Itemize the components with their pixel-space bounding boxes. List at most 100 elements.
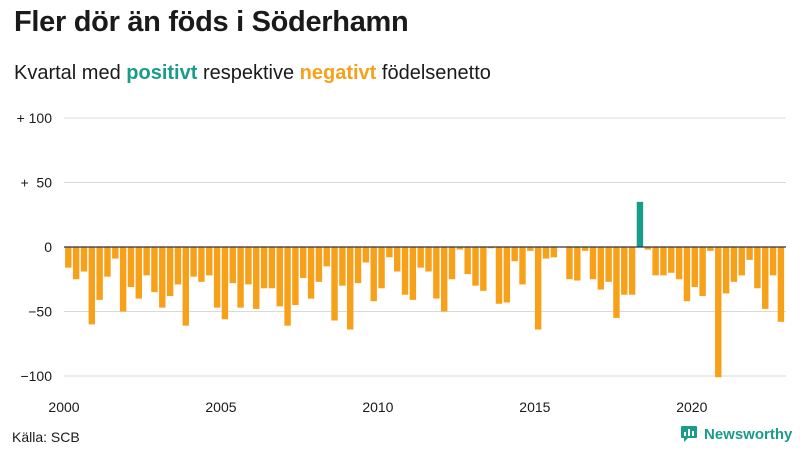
bar-2005-Q1 (221, 247, 229, 320)
bar-2006-Q2 (260, 247, 268, 289)
bar-2020-Q3 (707, 247, 714, 251)
bar-2018-Q3 (644, 247, 651, 250)
bar-2016-Q4 (589, 247, 597, 280)
bar-2001-Q2 (104, 247, 111, 277)
bar-2017-Q4 (621, 247, 628, 295)
bar-2002-Q2 (135, 247, 142, 299)
bar-2011-Q1 (409, 247, 417, 300)
bar-2014-Q4 (527, 247, 534, 251)
bar-2000-Q3 (80, 247, 88, 272)
bar-2018-Q1 (628, 247, 636, 295)
bar-2015-Q1 (534, 247, 542, 330)
bar-2021-Q2 (730, 247, 738, 282)
bar-2019-Q4 (683, 247, 691, 302)
bar-2006-Q3 (268, 247, 276, 289)
bar-2011-Q4 (433, 247, 440, 299)
subtitle-negative-keyword: negativt (299, 62, 377, 84)
bar-2013-Q4 (495, 247, 503, 304)
subtitle-suffix: födelsenetto (376, 62, 491, 84)
bar-2021-Q3 (738, 247, 745, 276)
bar-2021-Q1 (722, 247, 730, 294)
bar-2008-Q1 (315, 247, 323, 282)
bar-2015-Q3 (550, 247, 558, 258)
bar-2022-Q1 (754, 247, 761, 289)
bar-2018-Q4 (652, 247, 659, 276)
bar-2008-Q2 (323, 247, 330, 267)
bar-2000-Q4 (88, 247, 96, 325)
y-tick-label: + 50 (20, 175, 52, 191)
bar-2009-Q2 (354, 247, 362, 284)
bar-2020-Q2 (699, 247, 706, 297)
bar-2007-Q3 (300, 247, 307, 278)
bar-2022-Q3 (769, 247, 777, 276)
y-tick-label: + 100 (17, 110, 53, 126)
bar-2019-Q2 (668, 247, 675, 273)
y-tick-label: −50 (28, 304, 52, 320)
bar-2003-Q1 (159, 247, 166, 308)
bar-2012-Q1 (440, 247, 448, 312)
bar-2017-Q3 (613, 247, 620, 318)
bar-2016-Q2 (574, 247, 581, 281)
bar-2010-Q1 (378, 247, 385, 289)
bar-2010-Q2 (386, 247, 393, 258)
x-axis-tick-labels: 2000 2005 2010 2015 2020 (48, 399, 707, 415)
bar-2012-Q2 (448, 247, 456, 280)
brand-logo[interactable]: Newsworthy (680, 425, 792, 443)
bar-2003-Q2 (166, 247, 174, 297)
bar-2001-Q4 (119, 247, 127, 312)
x-tick-label: 2000 (48, 399, 79, 415)
x-tick-label: 2005 (205, 399, 236, 415)
newsworthy-chart-bubble-icon (681, 426, 697, 442)
bars (65, 201, 785, 378)
bar-2011-Q2 (417, 247, 424, 268)
x-tick-label: 2010 (362, 399, 393, 415)
bar-2022-Q2 (762, 247, 769, 309)
brand-name: Newsworthy (704, 425, 793, 443)
bar-2014-Q1 (503, 247, 511, 303)
y-axis-tick-labels: + 100 + 50 0 −50 −100 (17, 110, 53, 384)
bar-2002-Q4 (151, 247, 158, 293)
bar-2008-Q4 (339, 247, 346, 286)
source-credit: Källa: SCB (12, 429, 80, 445)
bar-2015-Q2 (542, 247, 550, 259)
bar-2002-Q1 (127, 247, 135, 287)
bar-2011-Q3 (425, 247, 432, 272)
bar-2003-Q3 (174, 247, 182, 285)
bar-2012-Q4 (464, 247, 471, 275)
subtitle-positive-keyword: positivt (126, 62, 198, 84)
bar-2003-Q4 (182, 247, 189, 326)
x-tick-label: 2015 (519, 399, 550, 415)
bar-2004-Q3 (206, 247, 213, 276)
bar-2004-Q4 (213, 247, 221, 308)
subtitle-middle: respektive (197, 62, 300, 84)
bar-2010-Q3 (393, 247, 401, 272)
bar-2004-Q2 (198, 247, 205, 282)
bar-2021-Q4 (746, 247, 753, 260)
bar-2009-Q4 (370, 247, 377, 302)
bar-2006-Q1 (253, 247, 260, 309)
bar-2013-Q3 (487, 247, 495, 249)
bar-2014-Q3 (519, 247, 526, 285)
bar-2013-Q1 (472, 247, 479, 286)
bar-2019-Q3 (675, 247, 683, 280)
bar-2009-Q3 (362, 247, 370, 263)
y-tick-label: 0 (44, 239, 52, 255)
bar-2000-Q1 (65, 247, 72, 268)
bar-2007-Q1 (284, 247, 291, 326)
bar-2016-Q1 (566, 247, 573, 280)
y-tick-label: −100 (20, 368, 52, 384)
bar-2005-Q4 (245, 247, 252, 285)
bar-2020-Q1 (691, 247, 698, 287)
bar-2019-Q1 (660, 247, 667, 276)
bar-2004-Q1 (190, 247, 197, 277)
x-tick-label: 2020 (676, 399, 707, 415)
bar-2008-Q3 (331, 247, 338, 321)
bar-2007-Q4 (307, 247, 315, 299)
bar-2012-Q3 (456, 247, 464, 250)
bar-2013-Q2 (480, 247, 487, 291)
bar-2014-Q2 (511, 247, 518, 262)
bar-2007-Q2 (292, 247, 299, 306)
bar-2017-Q1 (597, 247, 605, 290)
bar-2000-Q2 (72, 247, 80, 280)
